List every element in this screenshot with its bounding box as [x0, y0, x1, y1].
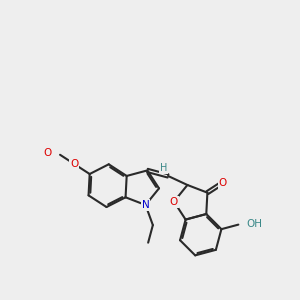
Text: OH: OH: [246, 219, 262, 229]
Text: O: O: [70, 159, 79, 169]
Text: O: O: [43, 148, 51, 158]
Text: H: H: [160, 163, 167, 172]
Text: O: O: [218, 178, 227, 188]
Text: N: N: [142, 200, 149, 210]
Text: O: O: [170, 196, 178, 207]
